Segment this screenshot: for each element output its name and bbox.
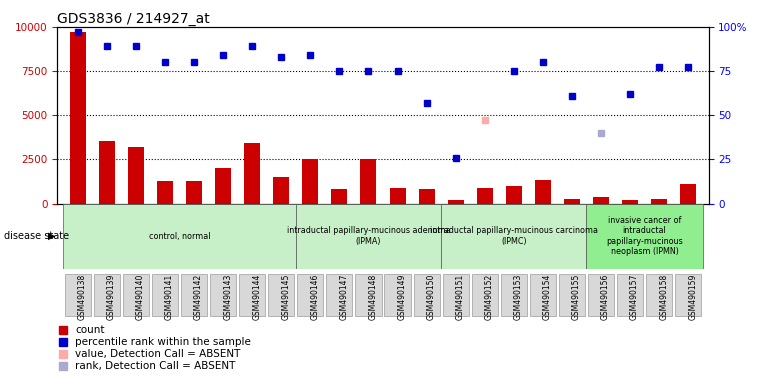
- FancyBboxPatch shape: [268, 274, 294, 316]
- Text: GSM490152: GSM490152: [485, 274, 494, 320]
- FancyBboxPatch shape: [152, 274, 178, 316]
- Text: disease state: disease state: [4, 231, 69, 241]
- Bar: [564, 199, 580, 204]
- Text: GSM490159: GSM490159: [688, 274, 697, 320]
- FancyBboxPatch shape: [239, 274, 265, 316]
- Bar: [215, 168, 231, 204]
- Bar: [273, 177, 290, 204]
- Text: control, normal: control, normal: [149, 232, 211, 241]
- FancyBboxPatch shape: [530, 274, 556, 316]
- Bar: [622, 200, 638, 204]
- FancyBboxPatch shape: [646, 274, 673, 316]
- Text: GSM490156: GSM490156: [601, 274, 610, 320]
- FancyBboxPatch shape: [93, 274, 120, 316]
- Text: count: count: [75, 325, 104, 335]
- Text: rank, Detection Call = ABSENT: rank, Detection Call = ABSENT: [75, 361, 235, 371]
- Bar: [128, 147, 144, 204]
- Text: GSM490140: GSM490140: [136, 274, 145, 320]
- FancyBboxPatch shape: [296, 204, 441, 269]
- FancyBboxPatch shape: [355, 274, 381, 316]
- Text: ▶: ▶: [48, 231, 56, 241]
- FancyBboxPatch shape: [443, 274, 469, 316]
- Text: GSM490153: GSM490153: [514, 274, 523, 320]
- Text: GSM490150: GSM490150: [427, 274, 436, 320]
- Bar: [244, 144, 260, 204]
- FancyBboxPatch shape: [675, 274, 702, 316]
- Bar: [418, 189, 434, 204]
- Bar: [447, 200, 463, 204]
- Bar: [390, 188, 405, 204]
- Bar: [506, 186, 522, 204]
- Text: GSM490154: GSM490154: [543, 274, 552, 320]
- FancyBboxPatch shape: [501, 274, 527, 316]
- Bar: [535, 180, 551, 204]
- FancyBboxPatch shape: [414, 274, 440, 316]
- Text: GSM490138: GSM490138: [78, 274, 87, 320]
- Text: GSM490157: GSM490157: [630, 274, 639, 320]
- Text: GSM490139: GSM490139: [107, 274, 116, 320]
- Text: GSM490148: GSM490148: [368, 274, 378, 320]
- Text: GSM490141: GSM490141: [165, 274, 174, 320]
- FancyBboxPatch shape: [588, 274, 614, 316]
- Bar: [593, 197, 609, 204]
- FancyBboxPatch shape: [472, 274, 498, 316]
- FancyBboxPatch shape: [123, 274, 149, 316]
- Bar: [680, 184, 696, 204]
- Text: GSM490155: GSM490155: [572, 274, 581, 320]
- FancyBboxPatch shape: [587, 204, 702, 269]
- Text: GSM490144: GSM490144: [252, 274, 261, 320]
- Text: percentile rank within the sample: percentile rank within the sample: [75, 337, 251, 347]
- Text: GSM490142: GSM490142: [194, 274, 203, 320]
- Text: GSM490143: GSM490143: [223, 274, 232, 320]
- FancyBboxPatch shape: [297, 274, 323, 316]
- FancyBboxPatch shape: [64, 274, 91, 316]
- Text: GSM490145: GSM490145: [281, 274, 290, 320]
- Text: GSM490151: GSM490151: [456, 274, 465, 320]
- Bar: [332, 189, 348, 204]
- FancyBboxPatch shape: [441, 204, 587, 269]
- FancyBboxPatch shape: [64, 204, 296, 269]
- Bar: [303, 159, 319, 204]
- Text: GSM490146: GSM490146: [310, 274, 319, 320]
- Bar: [651, 199, 667, 204]
- FancyBboxPatch shape: [210, 274, 236, 316]
- Text: GSM490147: GSM490147: [339, 274, 349, 320]
- Text: intraductal papillary-mucinous adenoma
(IPMA): intraductal papillary-mucinous adenoma (…: [286, 227, 450, 246]
- Text: GDS3836 / 214927_at: GDS3836 / 214927_at: [57, 12, 210, 26]
- Text: GSM490158: GSM490158: [659, 274, 668, 320]
- Text: intraductal papillary-mucinous carcinoma
(IPMC): intraductal papillary-mucinous carcinoma…: [430, 227, 597, 246]
- FancyBboxPatch shape: [385, 274, 411, 316]
- Bar: [70, 32, 86, 204]
- Bar: [157, 180, 173, 204]
- Bar: [186, 182, 202, 204]
- Text: GSM490149: GSM490149: [398, 274, 407, 320]
- Bar: [99, 141, 115, 204]
- FancyBboxPatch shape: [617, 274, 643, 316]
- Bar: [476, 188, 493, 204]
- Bar: [361, 159, 376, 204]
- Text: invasive cancer of
intraductal
papillary-mucinous
neoplasm (IPMN): invasive cancer of intraductal papillary…: [606, 216, 683, 256]
- FancyBboxPatch shape: [559, 274, 585, 316]
- Text: value, Detection Call = ABSENT: value, Detection Call = ABSENT: [75, 349, 241, 359]
- FancyBboxPatch shape: [326, 274, 352, 316]
- FancyBboxPatch shape: [181, 274, 207, 316]
